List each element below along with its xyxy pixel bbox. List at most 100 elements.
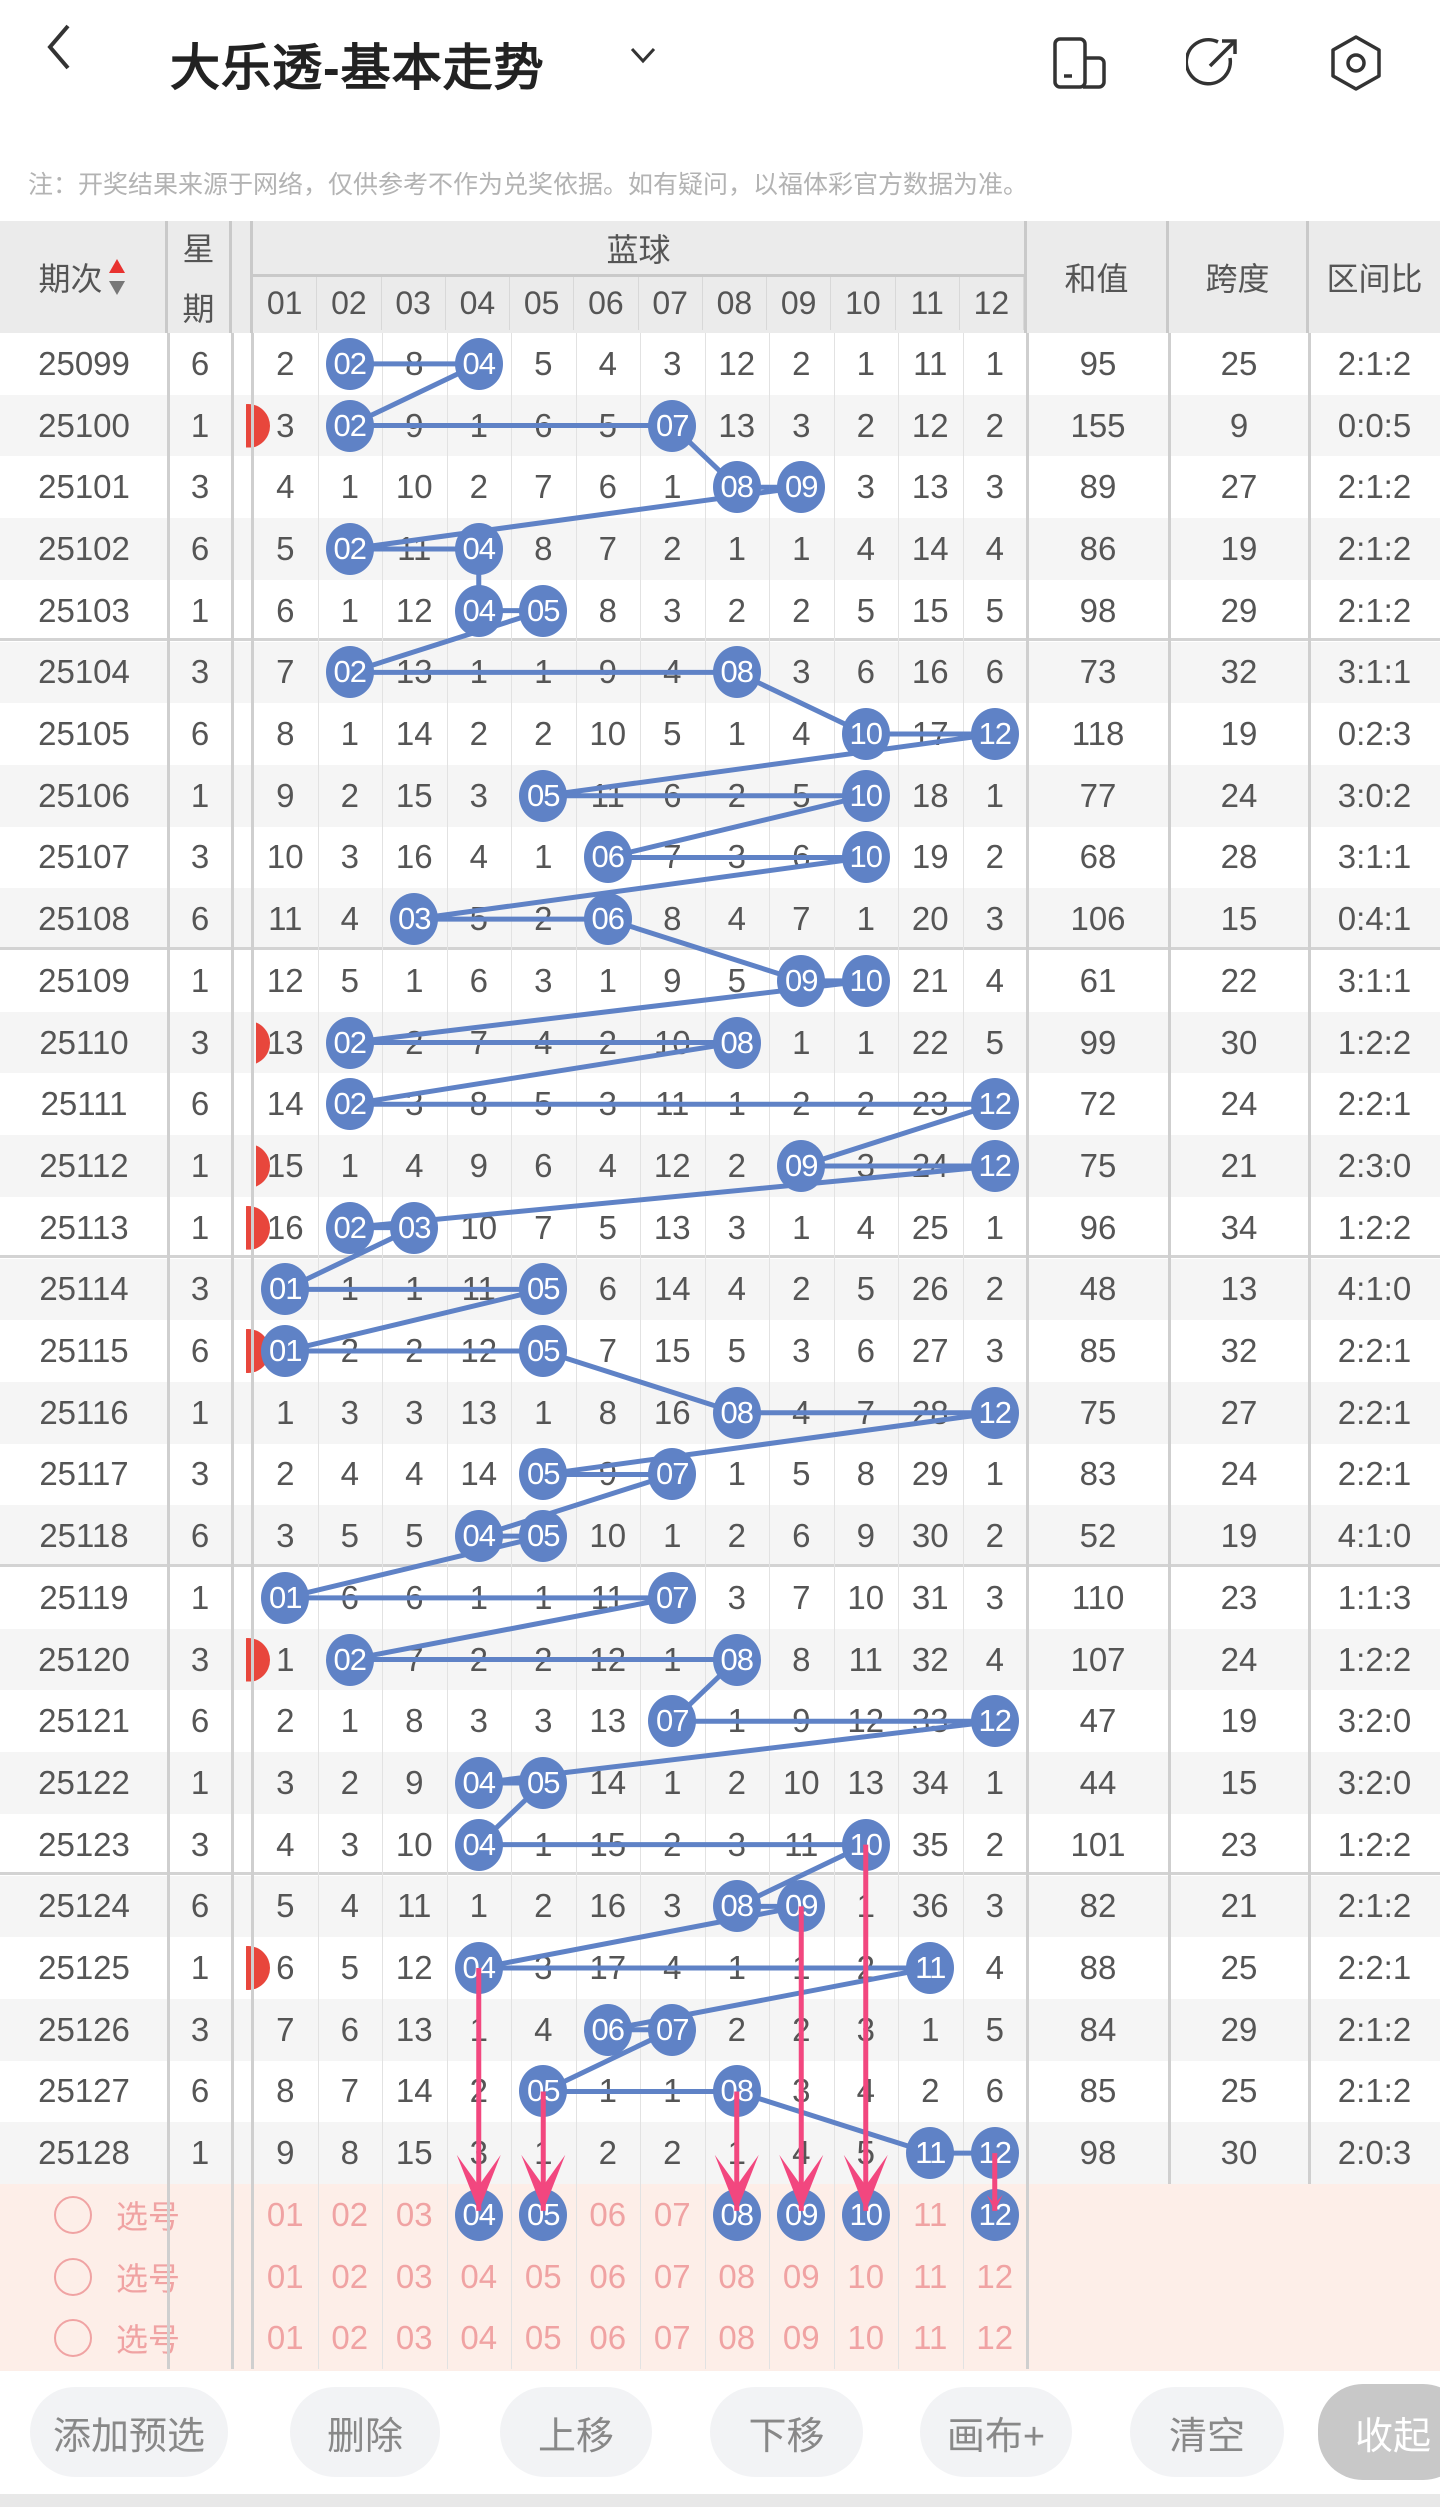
picker-radio[interactable] <box>54 2196 92 2234</box>
picker-ball[interactable]: 02 <box>331 2195 369 2233</box>
add-preselect-button[interactable]: 添加预选 <box>30 2387 228 2477</box>
picker-ball[interactable]: 01 <box>266 2195 304 2233</box>
picker-ball-selected[interactable]: 10 <box>841 2188 890 2241</box>
issue-number: 25107 <box>38 838 130 876</box>
miss-count: 1 <box>405 1270 424 1308</box>
clear-button[interactable]: 清空 <box>1130 2387 1284 2477</box>
miss-count: 8 <box>534 529 553 567</box>
span-value: 30 <box>1220 2134 1258 2172</box>
picker-ball[interactable]: 05 <box>524 2257 562 2295</box>
miss-count: 3 <box>985 1332 1004 1370</box>
weekday: 3 <box>190 1455 210 1493</box>
column-header-issue[interactable]: 期次 <box>0 221 168 333</box>
weekday: 1 <box>190 1393 210 1431</box>
canvas-plus-button[interactable]: 画布+ <box>920 2387 1072 2477</box>
chevron-down-icon[interactable] <box>628 45 658 67</box>
picker-ball[interactable]: 01 <box>266 2257 304 2295</box>
picker-label[interactable]: 选号 <box>115 2198 180 2235</box>
miss-count: 9 <box>598 1455 617 1493</box>
miss-count: 2 <box>340 776 359 814</box>
picker-ball[interactable]: 03 <box>395 2319 433 2357</box>
picker-ball[interactable]: 06 <box>589 2319 627 2357</box>
picker-ball-selected[interactable]: 09 <box>777 2188 826 2241</box>
miss-count: 11 <box>655 1085 690 1123</box>
picker-ball[interactable]: 04 <box>460 2319 498 2357</box>
picker-ball[interactable]: 03 <box>395 2257 433 2295</box>
miss-count: 7 <box>598 529 617 567</box>
span-value: 29 <box>1220 591 1258 629</box>
blue-ball-hit: 02 <box>325 1016 374 1069</box>
share-icon[interactable] <box>1186 36 1242 90</box>
miss-count: 2 <box>792 591 811 629</box>
picker-ball[interactable]: 08 <box>718 2257 756 2295</box>
picker-ball[interactable]: 12 <box>976 2257 1014 2295</box>
miss-count: 3 <box>856 1146 875 1184</box>
issue-number: 25123 <box>38 1825 130 1863</box>
picker-ball[interactable]: 01 <box>266 2319 304 2357</box>
miss-count: 2 <box>469 468 488 506</box>
page-title[interactable]: 大乐透-基本走势 <box>170 40 545 96</box>
miss-count: 3 <box>792 653 811 691</box>
picker-ball-selected[interactable]: 05 <box>519 2188 568 2241</box>
issue-number: 25105 <box>38 715 130 753</box>
miss-count: 5 <box>985 2010 1004 2048</box>
weekday: 1 <box>190 1146 210 1184</box>
picker-ball[interactable]: 04 <box>460 2257 498 2295</box>
miss-count: 5 <box>340 1949 359 1987</box>
miss-count: 6 <box>598 468 617 506</box>
move-up-button[interactable]: 上移 <box>500 2387 652 2477</box>
grid-line <box>704 333 706 2370</box>
miss-count: 1 <box>405 961 424 999</box>
picker-ball[interactable]: 07 <box>653 2319 691 2357</box>
picker-ball[interactable]: 02 <box>331 2257 369 2295</box>
weekday: 1 <box>190 776 210 814</box>
picker-label[interactable]: 选号 <box>115 2260 180 2297</box>
blue-ball-hit: 08 <box>712 461 761 514</box>
picker-ball[interactable]: 06 <box>589 2195 627 2233</box>
settings-icon[interactable] <box>1328 34 1384 92</box>
picker-radio[interactable] <box>54 2319 92 2358</box>
picker-ball[interactable]: 10 <box>847 2319 885 2357</box>
miss-count: 14 <box>395 715 433 753</box>
picker-label[interactable]: 选号 <box>115 2322 180 2359</box>
picker-ball[interactable]: 09 <box>782 2257 820 2295</box>
picker-ball[interactable]: 10 <box>847 2257 885 2295</box>
picker-ball-selected[interactable]: 12 <box>970 2188 1019 2241</box>
delete-button[interactable]: 删除 <box>290 2387 440 2477</box>
collapse-button[interactable]: 收起 <box>1318 2384 1440 2480</box>
picker-ball[interactable]: 05 <box>524 2319 562 2357</box>
sort-icon[interactable] <box>107 257 127 297</box>
miss-count: 3 <box>469 776 488 814</box>
blue-ball-hit: 10 <box>841 708 890 761</box>
blue-ball-hit: 04 <box>454 1942 503 1995</box>
picker-ball[interactable]: 02 <box>331 2319 369 2357</box>
sum-value: 73 <box>1079 653 1117 691</box>
picker-ball[interactable]: 11 <box>913 2319 948 2357</box>
top-bar: 大乐透-基本走势 <box>0 0 1440 140</box>
picker-ball[interactable]: 07 <box>653 2257 691 2295</box>
disclaimer-note: 注：开奖结果来源于网络，仅供参考不作为兑奖依据。如有疑问，以福体彩官方数据为准。 <box>28 171 1029 199</box>
issue-number: 25127 <box>38 2072 130 2110</box>
span-value: 24 <box>1220 1455 1258 1493</box>
blue-ball-hit: 09 <box>777 954 826 1007</box>
picker-ball-selected[interactable]: 08 <box>712 2188 761 2241</box>
picker-ball[interactable]: 03 <box>395 2195 433 2233</box>
picker-ball[interactable]: 08 <box>718 2319 756 2357</box>
picker-ball-selected[interactable]: 04 <box>454 2188 503 2241</box>
picker-ball[interactable]: 12 <box>976 2319 1014 2357</box>
miss-count: 3 <box>534 1949 553 1987</box>
picker-ball[interactable]: 09 <box>782 2319 820 2357</box>
picker-ball[interactable]: 07 <box>653 2195 691 2233</box>
sum-value: 75 <box>1079 1393 1117 1431</box>
move-down-button[interactable]: 下移 <box>710 2387 863 2477</box>
picker-ball[interactable]: 06 <box>589 2257 627 2295</box>
picker-ball[interactable]: 11 <box>913 2257 948 2295</box>
back-icon[interactable] <box>40 22 80 72</box>
picker-radio[interactable] <box>54 2257 92 2296</box>
screen-icon[interactable] <box>1052 36 1108 90</box>
column-header-span: 跨度 <box>1169 221 1309 333</box>
weekday-header-line2: 期 <box>182 291 215 327</box>
picker-ball[interactable]: 11 <box>913 2195 948 2233</box>
sum-value: 106 <box>1070 900 1126 938</box>
miss-count: 6 <box>340 1578 359 1616</box>
